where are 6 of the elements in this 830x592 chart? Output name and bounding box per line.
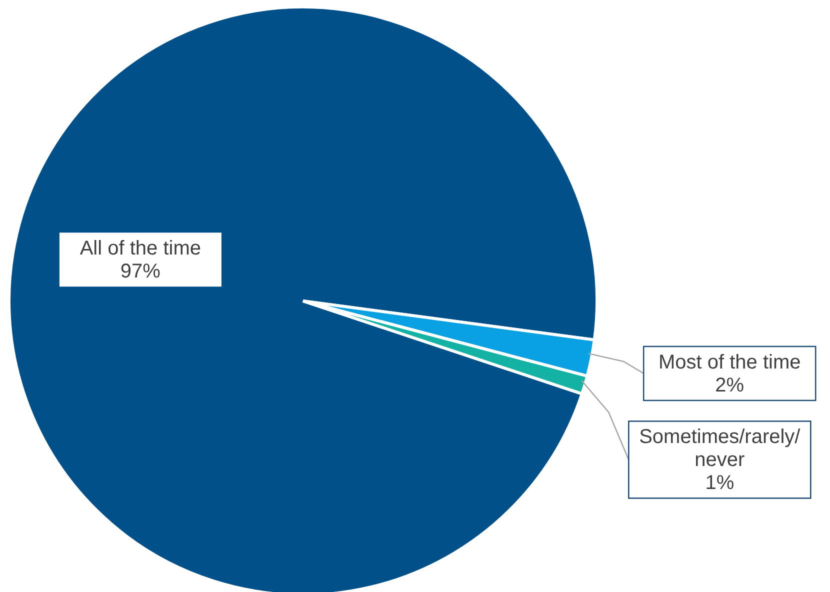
slice-label: Sometimes/rarely/never: [639, 426, 801, 472]
data-label: 1%: [705, 472, 734, 494]
slice-label: All of the time: [80, 238, 202, 260]
data-label: 2%: [715, 374, 744, 396]
data-label: 97%: [120, 260, 161, 283]
slice-label: Most of the time: [658, 351, 801, 374]
